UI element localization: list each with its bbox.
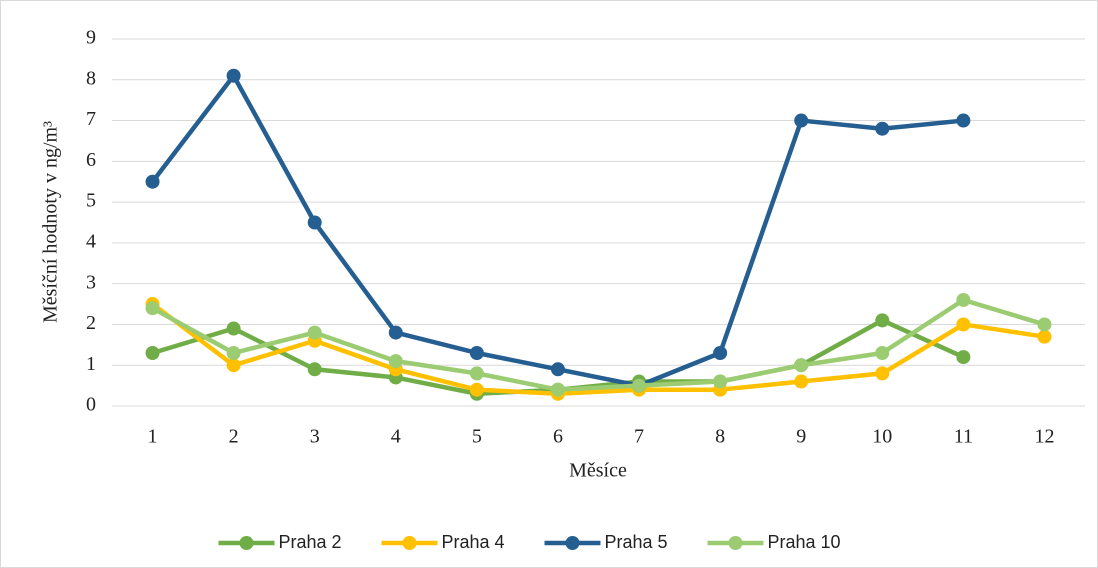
data-point xyxy=(469,366,484,381)
y-tick-label: 7 xyxy=(86,108,96,130)
data-point xyxy=(469,382,484,397)
data-point xyxy=(388,325,403,340)
data-point xyxy=(875,366,890,381)
x-tick-label: 12 xyxy=(1034,426,1054,448)
data-point xyxy=(1037,317,1052,332)
data-point xyxy=(145,174,160,189)
data-point xyxy=(956,317,971,332)
series-line xyxy=(151,302,1045,397)
y-tick-label: 3 xyxy=(86,271,96,293)
y-tick-label: 1 xyxy=(86,353,96,375)
data-point xyxy=(956,350,971,365)
data-point xyxy=(956,292,971,307)
x-tick-label: 2 xyxy=(229,426,239,448)
legend-marker xyxy=(402,536,417,550)
legend-label: Praha 10 xyxy=(768,532,841,552)
legend-marker xyxy=(565,536,580,550)
y-tick-label: 2 xyxy=(86,312,96,334)
legend-label: Praha 5 xyxy=(605,532,668,552)
y-tick-label: 5 xyxy=(86,190,96,212)
series-line xyxy=(151,297,1046,392)
data-point xyxy=(307,325,322,340)
data-point xyxy=(875,313,890,328)
x-tick-label: 6 xyxy=(553,426,563,448)
legend-marker xyxy=(728,536,743,550)
data-point xyxy=(226,68,241,83)
data-point xyxy=(550,362,565,377)
data-point xyxy=(469,345,484,360)
data-point xyxy=(388,354,403,369)
y-tick-label: 8 xyxy=(86,67,96,89)
x-tick-label: 1 xyxy=(148,426,158,448)
data-point xyxy=(307,362,322,377)
legend-label: Praha 4 xyxy=(442,532,505,552)
data-point xyxy=(956,113,971,128)
x-tick-label: 7 xyxy=(634,426,644,448)
x-tick-label: 5 xyxy=(472,426,482,448)
data-point xyxy=(875,121,890,136)
x-tick-label: 8 xyxy=(715,426,725,448)
data-point xyxy=(794,374,809,389)
legend-label: Praha 2 xyxy=(279,532,342,552)
x-tick-label: 9 xyxy=(796,426,806,448)
data-point xyxy=(713,345,728,360)
legend-marker xyxy=(239,536,254,550)
x-tick-label: 10 xyxy=(872,426,892,448)
x-tick-label: 4 xyxy=(391,426,401,448)
data-point xyxy=(713,374,728,389)
data-point xyxy=(226,321,241,336)
data-point xyxy=(875,345,890,360)
y-tick-label: 4 xyxy=(86,230,96,252)
data-point xyxy=(145,345,160,360)
data-point xyxy=(145,301,160,316)
y-tick-label: 6 xyxy=(86,149,96,171)
data-point xyxy=(794,358,809,373)
x-tick-label: 3 xyxy=(310,426,320,448)
data-point xyxy=(1037,329,1052,344)
data-point xyxy=(632,378,647,393)
data-point xyxy=(794,113,809,128)
data-point xyxy=(226,358,241,373)
x-tick-label: 11 xyxy=(954,426,973,448)
y-tick-label: 9 xyxy=(86,27,96,49)
data-point xyxy=(307,215,322,230)
data-point xyxy=(226,345,241,360)
y-tick-label: 0 xyxy=(86,394,96,416)
x-axis-label: Měsíce xyxy=(569,460,627,482)
y-axis-label: Měsíční hodnoty v ng/m³ xyxy=(40,121,62,323)
data-point xyxy=(550,382,565,397)
